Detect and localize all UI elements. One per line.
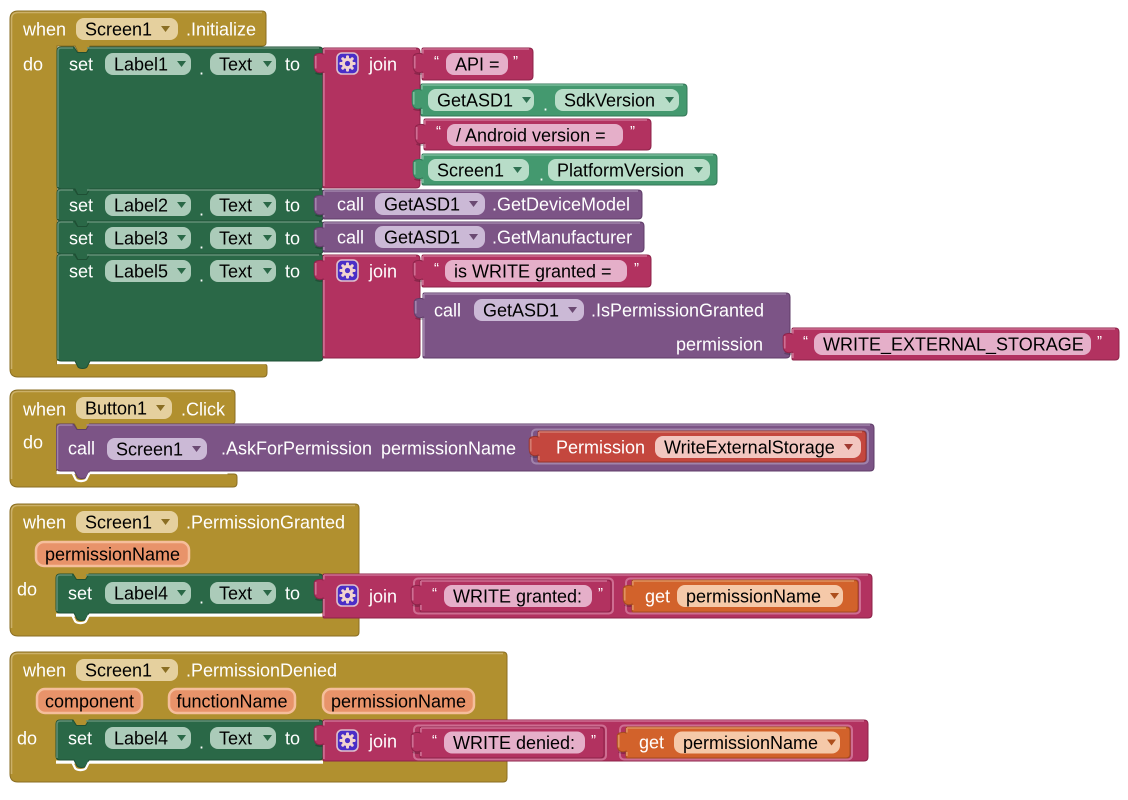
svg-text:“: “ [436, 123, 441, 140]
svg-text:GetASD1: GetASD1 [483, 300, 559, 320]
svg-text:permissionName: permissionName [683, 733, 818, 753]
svg-text:“: “ [434, 53, 439, 70]
svg-text:”: ” [598, 585, 603, 602]
svg-text:Screen1: Screen1 [85, 512, 152, 532]
svg-text:“: “ [432, 732, 437, 749]
svg-text:Text: Text [219, 228, 252, 248]
svg-text:call: call [68, 438, 95, 458]
svg-text:when: when [22, 399, 66, 419]
svg-text:.: . [199, 199, 204, 219]
svg-text:do: do [23, 432, 43, 452]
svg-text:”: ” [1097, 333, 1102, 350]
svg-text:”: ” [513, 53, 518, 70]
svg-text:set: set [69, 195, 93, 215]
svg-text:Text: Text [219, 728, 252, 748]
svg-text:.: . [539, 164, 544, 184]
svg-text:join: join [368, 54, 397, 74]
svg-text:to: to [285, 228, 300, 248]
svg-text:Screen1: Screen1 [85, 660, 152, 680]
svg-text:permissionName: permissionName [45, 544, 180, 564]
svg-text:component: component [45, 691, 134, 711]
svg-text:call: call [337, 194, 364, 214]
svg-text:Text: Text [219, 195, 252, 215]
svg-text:”: ” [634, 260, 639, 277]
svg-text:GetASD1: GetASD1 [437, 90, 513, 110]
svg-text:”: ” [591, 732, 596, 749]
svg-text:functionName: functionName [176, 691, 287, 711]
svg-text:call: call [337, 227, 364, 247]
svg-text:.Initialize: .Initialize [186, 19, 256, 39]
svg-text:to: to [285, 261, 300, 281]
svg-text:.Click: .Click [181, 399, 226, 419]
svg-text:Screen1: Screen1 [116, 439, 183, 459]
svg-text:Screen1: Screen1 [85, 19, 152, 39]
svg-text:Permission: Permission [556, 437, 645, 457]
svg-text:.: . [543, 94, 548, 114]
svg-text:.: . [199, 732, 204, 752]
svg-text:Text: Text [219, 583, 252, 603]
svg-text:join: join [368, 731, 397, 751]
svg-text:set: set [69, 261, 93, 281]
svg-text:WRITE denied:: WRITE denied: [453, 733, 575, 753]
svg-text:“: “ [434, 260, 439, 277]
svg-text:when: when [22, 512, 66, 532]
svg-text:PlatformVersion: PlatformVersion [557, 160, 684, 180]
svg-text:Label2: Label2 [114, 195, 168, 215]
svg-text:Screen1: Screen1 [437, 160, 504, 180]
svg-text:.: . [199, 232, 204, 252]
svg-text:Label3: Label3 [114, 228, 168, 248]
svg-text:Label4: Label4 [114, 583, 168, 603]
svg-text:permission: permission [676, 334, 763, 354]
svg-text:Button1: Button1 [85, 398, 147, 418]
svg-text:set: set [68, 728, 92, 748]
svg-text:to: to [285, 195, 300, 215]
svg-text:Label4: Label4 [114, 728, 168, 748]
svg-text:“: “ [432, 585, 437, 602]
svg-text:to: to [285, 54, 300, 74]
svg-text:permissionName: permissionName [331, 691, 466, 711]
svg-text:SdkVersion: SdkVersion [564, 90, 655, 110]
svg-text:/ Android version =: / Android version = [456, 125, 606, 145]
svg-text:set: set [69, 54, 93, 74]
svg-text:Label5: Label5 [114, 261, 168, 281]
svg-text:“: “ [803, 333, 808, 350]
svg-text:set: set [68, 583, 92, 603]
svg-text:join: join [368, 261, 397, 281]
svg-text:do: do [17, 728, 37, 748]
svg-text:WRITE_EXTERNAL_STORAGE: WRITE_EXTERNAL_STORAGE [823, 334, 1084, 355]
svg-text:.AskForPermission: .AskForPermission [221, 438, 372, 458]
svg-text:.: . [199, 587, 204, 607]
svg-text:WriteExternalStorage: WriteExternalStorage [664, 437, 835, 457]
svg-text:when: when [22, 660, 66, 680]
svg-text:.PermissionGranted: .PermissionGranted [186, 512, 345, 532]
svg-text:to: to [285, 583, 300, 603]
svg-text:Text: Text [219, 54, 252, 74]
svg-text:when: when [22, 19, 66, 39]
svg-text:do: do [23, 54, 43, 74]
svg-text:permissionName: permissionName [381, 438, 516, 458]
svg-text:permissionName: permissionName [686, 586, 821, 606]
svg-text:API =: API = [455, 54, 500, 74]
svg-text:GetASD1: GetASD1 [384, 227, 460, 247]
svg-text:join: join [368, 586, 397, 606]
svg-text:do: do [17, 579, 37, 599]
svg-text:.: . [199, 58, 204, 78]
svg-text:.GetDeviceModel: .GetDeviceModel [492, 194, 630, 214]
svg-text:get: get [639, 732, 664, 752]
svg-text:WRITE granted:: WRITE granted: [453, 586, 582, 606]
svg-text:Text: Text [219, 261, 252, 281]
svg-text:is WRITE granted =: is WRITE granted = [454, 261, 612, 281]
svg-text:”: ” [630, 123, 635, 140]
svg-text:GetASD1: GetASD1 [384, 194, 460, 214]
svg-text:.GetManufacturer: .GetManufacturer [492, 227, 632, 247]
svg-text:get: get [645, 586, 670, 606]
svg-text:.IsPermissionGranted: .IsPermissionGranted [591, 300, 764, 320]
svg-text:to: to [285, 728, 300, 748]
svg-text:call: call [434, 300, 461, 320]
svg-text:set: set [69, 228, 93, 248]
svg-text:.: . [199, 265, 204, 285]
svg-text:.PermissionDenied: .PermissionDenied [186, 660, 337, 680]
svg-text:Label1: Label1 [114, 54, 168, 74]
